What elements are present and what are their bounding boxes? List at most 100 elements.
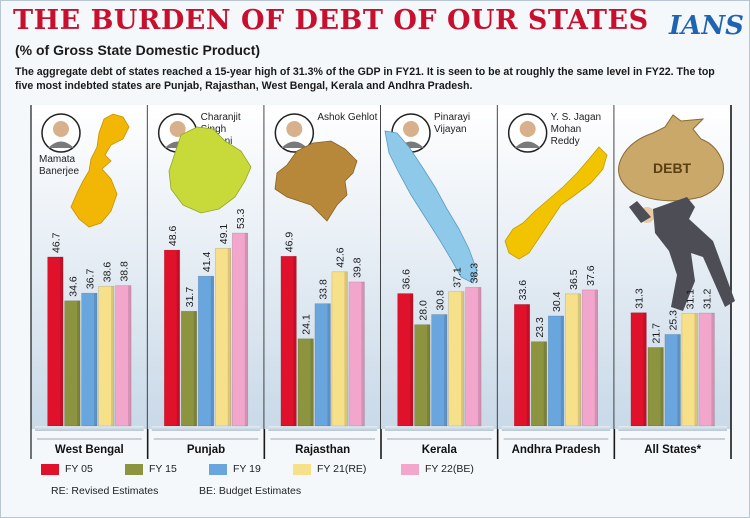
bar-fy-05-all-states bbox=[630, 312, 647, 427]
leader-name-line: Vijayan bbox=[434, 124, 467, 135]
category-label: West Bengal bbox=[55, 444, 124, 456]
bar-shade bbox=[193, 311, 197, 426]
bar-shade bbox=[327, 303, 331, 426]
category-label: Rajasthan bbox=[295, 444, 350, 456]
bar-shade bbox=[410, 293, 414, 426]
bar-fy-15-kerala bbox=[414, 324, 431, 427]
bar-fy-15-andhra-pradesh bbox=[530, 341, 548, 427]
category-label: Kerala bbox=[422, 444, 458, 456]
bar-shade bbox=[310, 338, 314, 426]
value-label: 33.8 bbox=[318, 279, 330, 300]
legend-swatch bbox=[125, 464, 143, 475]
category-label: All States* bbox=[644, 444, 701, 456]
legend-swatch bbox=[401, 464, 419, 475]
value-label: 30.4 bbox=[551, 291, 563, 312]
bar-shade bbox=[643, 312, 647, 426]
value-label: 31.3 bbox=[634, 288, 646, 309]
value-label: 31.1 bbox=[685, 289, 697, 310]
debt-bag-illustration: DEBT bbox=[618, 114, 735, 311]
bar-base bbox=[385, 426, 494, 431]
bar-fy-21-re--rajasthan bbox=[331, 271, 348, 427]
bar-fy-05-andhra-pradesh bbox=[513, 304, 531, 427]
leader-name-line: Pinarayi bbox=[434, 112, 470, 123]
bar-shade bbox=[210, 276, 214, 426]
map-kerala bbox=[384, 130, 478, 284]
legend-label: FY 19 bbox=[233, 463, 261, 475]
value-label: 37.1 bbox=[451, 267, 463, 288]
bar-fy-19-rajasthan bbox=[314, 303, 331, 427]
bar-fy-21-re--kerala bbox=[448, 291, 465, 427]
bar-fy-21-re--andhra-pradesh bbox=[564, 293, 582, 427]
leader-name-line: Mohan bbox=[551, 124, 582, 135]
bar-shade bbox=[560, 315, 564, 426]
bar-fy-22-be--rajasthan bbox=[348, 281, 365, 427]
bar-shade bbox=[577, 293, 581, 426]
portrait-face bbox=[169, 121, 186, 137]
brand-logo: IANS bbox=[669, 11, 744, 41]
bar-shade bbox=[660, 347, 664, 426]
value-label: 48.6 bbox=[167, 225, 179, 246]
bar-shade bbox=[694, 313, 698, 426]
value-label: 37.6 bbox=[585, 265, 597, 286]
value-label: 28.0 bbox=[417, 300, 429, 321]
page-subtitle: (% of Gross State Domestic Product) bbox=[15, 42, 261, 58]
bar-fy-05-kerala bbox=[397, 293, 414, 427]
leader-name-line: Banerjee bbox=[39, 166, 79, 177]
value-label: 38.3 bbox=[468, 263, 480, 284]
bar-fy-22-be--punjab bbox=[231, 232, 249, 427]
bar-shade bbox=[444, 314, 448, 426]
portrait-face bbox=[403, 121, 419, 137]
bar-shade bbox=[94, 293, 98, 426]
value-label: 31.7 bbox=[184, 287, 196, 308]
bar-fy-19-all-states bbox=[664, 334, 681, 427]
bar-shade bbox=[461, 291, 465, 426]
bar-fy-15-rajasthan bbox=[297, 338, 314, 427]
bar-shade bbox=[427, 324, 431, 426]
value-label: 36.7 bbox=[84, 269, 96, 290]
legend-swatch bbox=[209, 464, 227, 475]
value-label: 24.1 bbox=[301, 314, 313, 335]
category-label: Punjab bbox=[187, 444, 225, 456]
bar-fy-19-andhra-pradesh bbox=[547, 315, 565, 427]
value-label: 34.6 bbox=[67, 276, 79, 297]
carrier-body bbox=[653, 197, 735, 311]
value-label: 38.6 bbox=[101, 262, 113, 283]
value-label: 46.7 bbox=[50, 232, 62, 253]
debt-bag bbox=[618, 114, 725, 202]
bar-shade bbox=[594, 289, 598, 426]
leader-name-line: Ashok Gehlot bbox=[317, 112, 377, 123]
bar-fy-05-west-bengal bbox=[47, 256, 64, 427]
bar-shade bbox=[526, 304, 530, 426]
leader-name-line: Charanjit bbox=[201, 112, 241, 123]
value-label: 53.3 bbox=[235, 208, 247, 229]
portrait-shoulders bbox=[281, 141, 308, 148]
bar-shade bbox=[293, 256, 297, 426]
note-budget-estimates: BE: Budget Estimates bbox=[199, 485, 302, 497]
bar-fy-21-re--west-bengal bbox=[98, 285, 115, 427]
description-text: The aggregate debt of states reached a 1… bbox=[15, 66, 715, 92]
bar-fy-19-punjab bbox=[197, 275, 215, 427]
bar-fy-05-punjab bbox=[163, 249, 181, 427]
legend-label: FY 21(RE) bbox=[317, 463, 367, 475]
bar-shade bbox=[677, 334, 681, 426]
value-label: 36.5 bbox=[568, 269, 580, 290]
legend-swatch bbox=[41, 464, 59, 475]
value-label: 42.6 bbox=[335, 247, 347, 268]
bar-shade bbox=[361, 281, 365, 426]
bar-fy-15-punjab bbox=[180, 310, 198, 427]
bar-shade bbox=[77, 300, 81, 426]
bar-shade bbox=[128, 285, 132, 426]
bar-fy-19-kerala bbox=[431, 314, 448, 427]
map-rajasthan bbox=[274, 140, 358, 222]
bar-base bbox=[151, 426, 261, 431]
bar-fy-22-be--andhra-pradesh bbox=[581, 289, 599, 427]
portrait-face bbox=[519, 121, 536, 137]
value-label: 33.6 bbox=[517, 280, 529, 301]
value-label: 30.8 bbox=[434, 290, 446, 311]
map-west-bengal bbox=[70, 113, 130, 228]
portrait-face bbox=[286, 121, 303, 137]
value-label: 31.2 bbox=[702, 288, 714, 309]
note-revised-estimates: RE: Revised Estimates bbox=[51, 485, 159, 497]
portrait-shoulders bbox=[48, 141, 74, 148]
